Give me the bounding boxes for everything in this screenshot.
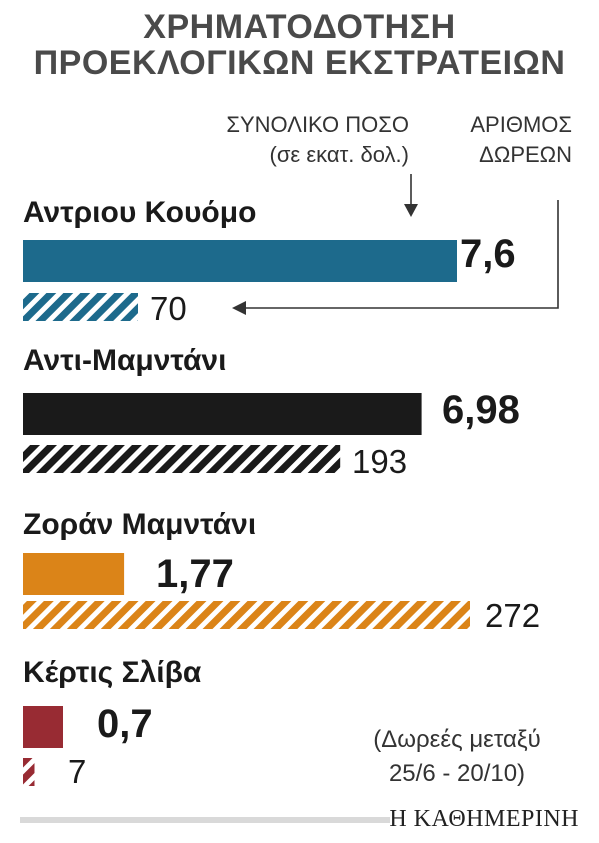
date-range-note-line1: (Δωρεές μεταξύ bbox=[373, 726, 541, 753]
amount-label-anti-mamdani: 6,98 bbox=[442, 388, 520, 432]
donations-arrow-head bbox=[232, 301, 246, 315]
total-amount-header: ΣΥΝΟΛΙΚΟ ΠΟΣΟ (σε εκατ. δολ.) bbox=[226, 110, 409, 170]
donations-bar-mamdani bbox=[23, 601, 470, 629]
donations-bar-sliwa bbox=[23, 758, 35, 786]
donations-label-sliwa: 7 bbox=[68, 753, 87, 790]
chart-title-line2: ΠΡΟΕΚΛΟΓΙΚΩΝ ΕΚΣΤΡΑΤΕΙΩΝ bbox=[33, 44, 566, 82]
candidate-name-sliwa: Κέρτις Σλίβα bbox=[23, 656, 202, 689]
chart-title-line1: ΧΡΗΜΑΤΟΔΟΤΗΣΗ bbox=[143, 8, 456, 46]
donations-count-header-line2: ΔΩΡΕΩΝ bbox=[479, 142, 572, 167]
amount-label-sliwa: 0,7 bbox=[97, 702, 153, 746]
amount-bar-anti-mamdani bbox=[23, 393, 422, 435]
amount-bar-mamdani bbox=[23, 553, 125, 595]
donations-arrow-line bbox=[244, 200, 559, 309]
amount-label-mamdani: 1,77 bbox=[156, 552, 234, 596]
total-amount-arrow-head bbox=[404, 204, 418, 217]
publisher-logo: Η ΚΑΘΗΜΕΡΙΝΗ bbox=[389, 806, 579, 832]
candidate-name-cuomo: Αντριου Κουόμο bbox=[23, 196, 257, 229]
amount-label-cuomo: 7,6 bbox=[460, 232, 516, 276]
explainer-arrows bbox=[232, 174, 559, 315]
candidate-name-mamdani: Ζοράν Μαμντάνι bbox=[23, 508, 257, 541]
donations-label-mamdani: 272 bbox=[485, 597, 541, 634]
amount-bar-sliwa bbox=[23, 706, 63, 748]
donations-bar-cuomo bbox=[23, 293, 138, 321]
date-range-note-line2: 25/6 - 20/10) bbox=[388, 760, 526, 787]
candidate-name-anti-mamdani: Αντι-Μαμντάνι bbox=[23, 344, 227, 377]
date-range-note: (Δωρεές μεταξύ 25/6 - 20/10) bbox=[352, 723, 562, 791]
total-amount-header-line2: (σε εκατ. δολ.) bbox=[269, 142, 410, 167]
donations-count-header: ΑΡΙΘΜΟΣ ΔΩΡΕΩΝ bbox=[470, 110, 572, 170]
donations-count-header-line1: ΑΡΙΘΜΟΣ bbox=[470, 112, 572, 137]
donations-label-anti-mamdani: 193 bbox=[352, 443, 408, 480]
total-amount-header-line1: ΣΥΝΟΛΙΚΟ ΠΟΣΟ bbox=[226, 112, 409, 137]
donations-bar-anti-mamdani bbox=[23, 445, 341, 473]
footer-rule bbox=[20, 817, 390, 823]
amount-bar-cuomo bbox=[23, 240, 457, 282]
bars-group bbox=[23, 240, 470, 786]
donations-label-cuomo: 70 bbox=[150, 290, 187, 327]
